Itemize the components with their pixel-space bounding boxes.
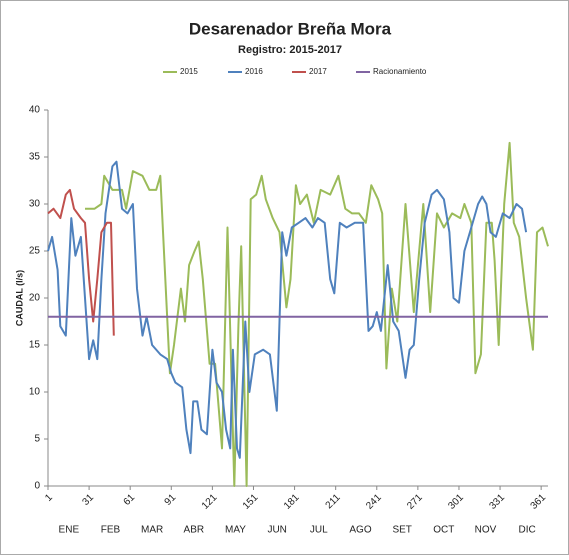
y-tick-label: 35 [29, 152, 41, 163]
series-line [85, 141, 549, 487]
y-tick-label: 10 [29, 387, 41, 398]
legend-label: 2015 [180, 67, 198, 76]
y-tick-label: 5 [34, 434, 40, 445]
month-label: SET [392, 525, 411, 536]
month-label: AGO [349, 525, 371, 536]
legend-label: 2017 [309, 67, 327, 76]
month-label: JUL [310, 525, 328, 536]
legend-label: Racionamiento [373, 67, 427, 76]
month-label: MAY [225, 525, 246, 536]
y-tick-label: 30 [29, 199, 41, 210]
y-tick-label: 0 [34, 481, 40, 492]
month-label: ABR [184, 525, 205, 536]
month-label: DIC [519, 525, 536, 536]
y-tick-label: 40 [29, 105, 41, 116]
series-line [47, 188, 115, 336]
month-label: NOV [475, 525, 497, 536]
y-axis-label: CAUDAL (l/s) [14, 270, 24, 326]
y-tick-label: 15 [29, 340, 41, 351]
month-label: OCT [433, 525, 454, 536]
month-label: FEB [101, 525, 121, 536]
series-line [47, 160, 528, 459]
chart-title: Desarenador Breña Mora [189, 19, 392, 38]
chart-subtitle: Registro: 2015-2017 [238, 44, 342, 56]
legend-label: 2016 [245, 67, 263, 76]
month-label: ENE [59, 525, 80, 536]
month-label: MAR [141, 525, 163, 536]
y-tick-label: 20 [29, 293, 41, 304]
y-tick-label: 25 [29, 246, 41, 257]
month-label: JUN [267, 525, 286, 536]
